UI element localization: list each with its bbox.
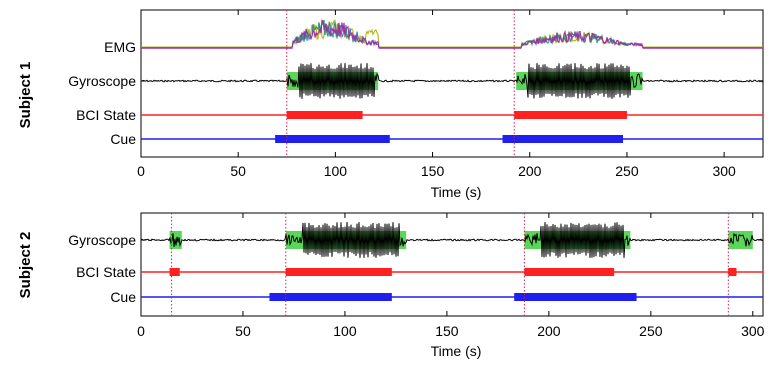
panel-2-xtick-label: 100 (333, 323, 357, 339)
panel-1-gyro-series (140, 63, 764, 99)
panel-1-xtick-label: 0 (137, 163, 145, 179)
panel-2-row-label: BCI State (76, 264, 136, 280)
panel-2-xtick-label: 150 (435, 323, 459, 339)
panel-2-bci-active (285, 268, 392, 276)
panel-2-cue-active (269, 293, 392, 301)
panel-1-emg-series-2 (141, 19, 763, 49)
panel-2-xtick-label: 300 (741, 323, 765, 339)
panel-1-xtick-label: 50 (230, 163, 246, 179)
panel-1-emg-series-3 (141, 19, 763, 49)
panel-2-bci-active (524, 268, 615, 276)
panel-1-xtick-label: 200 (518, 163, 542, 179)
panel-1-bci-active (286, 111, 363, 119)
panel-1-xtick-label: 300 (712, 163, 736, 179)
panel-2-row-label: Cue (110, 289, 136, 305)
subject-1-title: Subject 1 (17, 62, 34, 129)
panel-1-xtick-label: 250 (615, 163, 639, 179)
panel-1-row-label: Cue (110, 131, 136, 147)
panel-1-row-label: BCI State (76, 107, 136, 123)
panel-1-cue-active (502, 135, 624, 143)
panel-1-row-label: EMG (104, 39, 136, 55)
panel-2-gyro-highlight (728, 231, 753, 249)
panel-2-bci-active (728, 268, 737, 276)
panel-2-gyro-series (140, 221, 764, 258)
panel-1-xlabel: Time (s) (431, 184, 482, 200)
panel-2-row-label: Gyroscope (68, 232, 136, 248)
panel-2-bci-active (169, 268, 180, 276)
panel-2-axes-box (140, 212, 764, 317)
panel-2-xtick-label: 50 (235, 323, 251, 339)
panel-2-xtick-label: 250 (639, 323, 663, 339)
panel-1-row-label: Gyroscope (68, 73, 136, 89)
panel-1-xtick-label: 150 (421, 163, 445, 179)
panel-1-emg-series-1 (141, 19, 763, 48)
panel-2-xtick-label: 200 (537, 323, 561, 339)
panel-1-cue-active (275, 135, 390, 143)
subject-2-title: Subject 2 (17, 232, 34, 299)
panel-1-xtick-label: 100 (324, 163, 348, 179)
panel-1-axes-box (140, 9, 764, 158)
panel-1-bci-active (514, 111, 627, 119)
panel-2-xtick-label: 0 (137, 323, 145, 339)
panel-2-xlabel: Time (s) (431, 343, 482, 359)
panel-2-cue-active (514, 293, 637, 301)
